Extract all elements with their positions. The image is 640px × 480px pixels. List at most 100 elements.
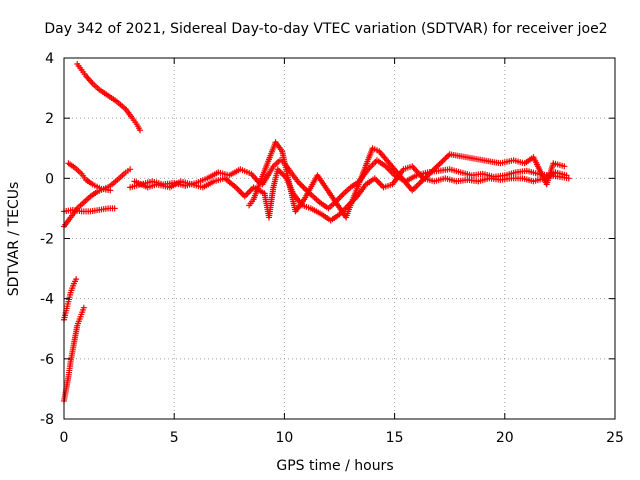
data-point-fill (301, 185, 308, 192)
data-point-fill (120, 104, 127, 111)
data-point-fill (549, 162, 556, 169)
data-point-fill (69, 348, 76, 355)
data-point-fill (92, 189, 99, 196)
data-point-fill (517, 175, 524, 182)
data-point-fill (219, 175, 226, 182)
data-point-fill (135, 125, 142, 132)
data-point-fill (379, 182, 386, 189)
data-point-fill (277, 146, 284, 153)
data-point-fill (339, 191, 346, 198)
data-point-fill (87, 180, 94, 187)
data-point-fill (94, 207, 101, 214)
x-tick-label: 0 (60, 430, 69, 446)
x-tick-label: 15 (386, 430, 404, 446)
data-point-fill (436, 160, 443, 167)
data-point-fill (439, 158, 446, 165)
data-point-fill (299, 198, 306, 205)
data-point-fill (407, 164, 414, 171)
data-point-fill (96, 184, 103, 191)
data-point-fill (72, 278, 79, 285)
data-point-fill (77, 65, 84, 72)
data-point-fill (346, 204, 353, 211)
data-point-fill (308, 191, 315, 198)
y-tick-label: 2 (45, 111, 54, 127)
grid-layer (64, 58, 615, 419)
data-point-fill (114, 176, 121, 183)
data-point-fill (109, 205, 116, 212)
data-point-fill (390, 170, 397, 177)
data-point-fill (373, 147, 380, 154)
data-point-fill (132, 119, 139, 126)
y-tick-label: -4 (40, 292, 54, 308)
data-point-fill (209, 179, 216, 186)
data-point-fill (112, 97, 119, 104)
data-point-fill (76, 315, 83, 322)
data-point-fill (411, 173, 418, 180)
data-point-fill (399, 167, 406, 174)
data-point-fill (334, 212, 341, 219)
data-point-fill (67, 291, 74, 298)
data-point-fill (94, 85, 101, 92)
data-point-fill (528, 155, 535, 162)
data-point-fill (81, 174, 88, 181)
y-axis-label: SDTVAR / TECUs (6, 182, 22, 297)
data-point-fill (427, 169, 434, 176)
data-point-fill (519, 159, 526, 166)
data-point-fill (387, 182, 394, 189)
data-point-fill (85, 194, 92, 201)
data-point-fill (345, 185, 352, 192)
data-point-fill (317, 210, 324, 217)
data-point-fill (286, 167, 293, 174)
data-point-fill (259, 189, 266, 196)
data-point-fill (128, 113, 135, 120)
x-tick-label: 5 (170, 430, 179, 446)
data-point-fill (435, 162, 442, 169)
data-point-fill (445, 152, 452, 159)
data-point-fill (246, 169, 253, 176)
data-point-fill (79, 200, 86, 207)
data-point-fill (305, 204, 312, 211)
data-point-fill (264, 172, 271, 179)
data-point-fill (88, 79, 95, 86)
chart-title: Day 342 of 2021, Sidereal Day-to-day VTE… (44, 21, 607, 37)
data-point-fill (124, 167, 131, 174)
data-point-fill (412, 184, 419, 191)
x-tick-label: 20 (496, 430, 514, 446)
y-tick-label: -2 (40, 232, 54, 248)
x-tick-label: 10 (275, 430, 293, 446)
data-point-fill (455, 168, 462, 175)
data-point-fill (438, 159, 445, 166)
data-point-fill (315, 197, 322, 204)
data-point-fill (71, 336, 78, 343)
data-point-fill (202, 176, 209, 183)
data-point-fill (368, 147, 375, 154)
x-axis-label: GPS time / hours (276, 458, 393, 474)
data-point-fill (293, 176, 300, 183)
data-point-fill (559, 162, 566, 169)
tick-layer: 0 5 10 15 20 25 -8 -6 -4 -2 0 2 4 (40, 51, 624, 446)
data-point-fill (76, 169, 83, 176)
data-point-fill (64, 300, 71, 307)
data-point-fill (231, 183, 238, 190)
data-point-fill (532, 170, 539, 177)
data-point-fill (80, 306, 87, 313)
data-point-fill (361, 183, 368, 190)
data-point-fill (440, 156, 447, 163)
data-point-fill (73, 324, 80, 331)
y-tick-label: -8 (40, 412, 54, 428)
data-point-fill (270, 186, 277, 193)
data-point-fill (103, 91, 110, 98)
data-point-fill (67, 360, 74, 367)
data-point-fill (70, 163, 77, 170)
y-tick-label: 0 (45, 171, 54, 187)
data-point-fill (249, 198, 256, 205)
data-point-fill (186, 180, 193, 187)
data-point-fill (66, 216, 73, 223)
data-point-fill (121, 170, 128, 177)
data-point-fill (65, 375, 72, 382)
data-point-fill (81, 71, 88, 78)
data-point-fill (510, 169, 517, 176)
x-tick-label: 25 (606, 430, 624, 446)
data-point-fill (70, 282, 77, 289)
